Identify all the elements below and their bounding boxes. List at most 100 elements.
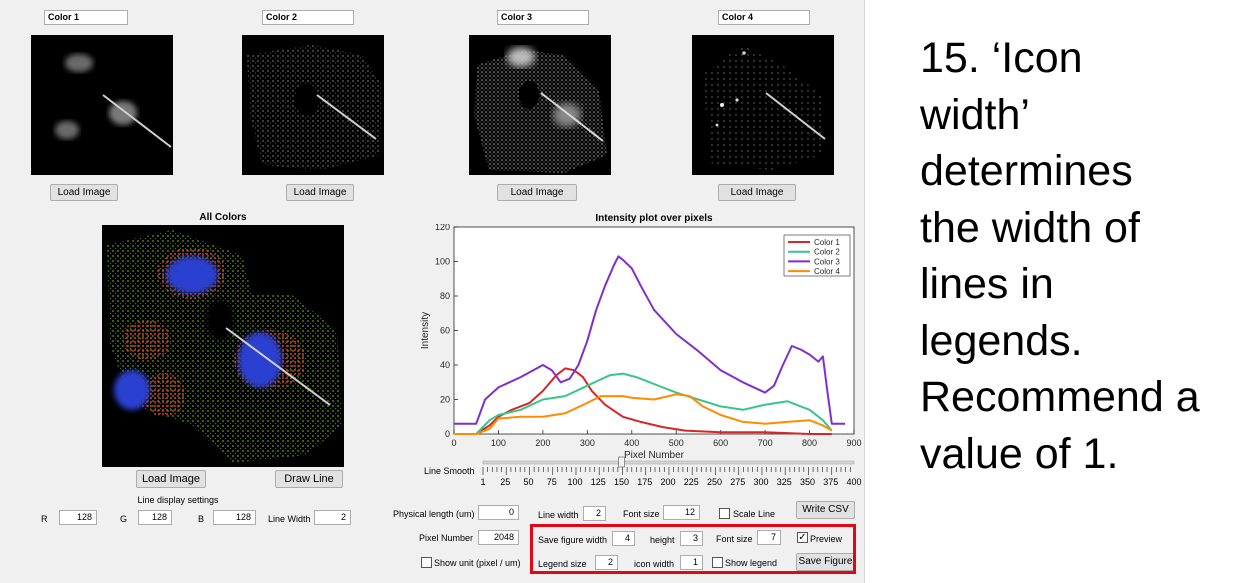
save-height-label: height: [650, 535, 675, 545]
y-tick-label: 120: [435, 224, 450, 232]
x-tick-label: 200: [535, 438, 550, 448]
color1-image: [31, 35, 173, 175]
instruction-line: determines: [920, 147, 1133, 195]
b-label: B: [198, 514, 205, 524]
plot-font-size-label: Font size: [623, 509, 660, 519]
app-window: Color 1 Color 2 Color 3 Color 4: [0, 0, 865, 583]
slider-tick-label: 275: [730, 477, 745, 487]
line-width-input[interactable]: 2: [314, 510, 351, 525]
y-tick-label: 100: [435, 257, 450, 267]
series-line-color-3: [454, 255, 846, 425]
preview-label: Preview: [810, 534, 843, 544]
slider-thumb[interactable]: [618, 456, 625, 468]
write-csv-button[interactable]: Write CSV: [796, 501, 855, 519]
scale-line-label: Scale Line: [733, 509, 776, 519]
slider-tick-label: 150: [614, 477, 629, 487]
x-tick-label: 300: [580, 438, 595, 448]
composite-image: [102, 225, 344, 467]
physical-length-label: Physical length (um): [393, 509, 475, 519]
legend-font-size-label: Font size: [716, 534, 753, 544]
color4-load-button[interactable]: Load Image: [718, 184, 796, 201]
x-tick-label: 900: [846, 438, 861, 448]
show-legend-checkbox[interactable]: [712, 557, 723, 568]
physical-length-input[interactable]: 0: [478, 505, 519, 520]
preview-checkbox[interactable]: ✓: [797, 532, 808, 543]
y-tick-label: 40: [440, 360, 450, 370]
y-tick-label: 60: [440, 326, 450, 336]
slider-tick-label: 200: [661, 477, 676, 487]
x-tick-label: 0: [451, 438, 456, 448]
slider-tick-label: 100: [568, 477, 583, 487]
x-tick-label: 500: [669, 438, 684, 448]
legend-entry: Color 4: [814, 267, 840, 276]
line-smooth-label: Line Smooth: [424, 466, 475, 476]
color1-name-field[interactable]: Color 1: [44, 10, 128, 25]
series-line-color-2: [454, 372, 833, 435]
legend-entry: Color 1: [814, 238, 840, 247]
pixel-number-input[interactable]: 2048: [478, 530, 519, 545]
instruction-line: width’: [920, 90, 1030, 139]
instruction-line: the width of: [920, 203, 1140, 252]
slider-tick-label: 325: [777, 477, 792, 487]
legend-size-input[interactable]: 2: [595, 555, 618, 570]
icon-width-input[interactable]: 1: [680, 555, 703, 570]
x-tick-label: 800: [802, 438, 817, 448]
highlight-box: [530, 524, 856, 574]
composite-load-button[interactable]: Load Image: [136, 470, 206, 488]
line-width-label: Line Width: [268, 514, 311, 524]
plot-line-width-input[interactable]: 2: [583, 506, 606, 521]
color2-load-button[interactable]: Load Image: [286, 184, 354, 201]
legend-font-size-input[interactable]: 7: [757, 530, 781, 545]
slider-tick-label: 400: [846, 477, 861, 487]
color3-image: [469, 35, 611, 175]
r-input[interactable]: 128: [59, 510, 97, 525]
x-tick-label: 700: [758, 438, 773, 448]
pixel-number-label: Pixel Number: [419, 533, 474, 543]
y-axis-label: Intensity: [420, 312, 431, 349]
color3-load-button[interactable]: Load Image: [497, 184, 577, 201]
slider-tick-label: 50: [524, 477, 534, 487]
color4-name-field[interactable]: Color 4: [718, 10, 810, 25]
instruction-text: 15. ‘Icon width’ determines the width of…: [920, 30, 1246, 482]
b-input[interactable]: 128: [213, 510, 256, 525]
scale-line-checkbox[interactable]: [719, 508, 730, 519]
slider-tick-label: 225: [684, 477, 699, 487]
plot-font-size-input[interactable]: 12: [663, 505, 700, 520]
icon-width-label: icon width: [634, 559, 675, 569]
legend-entry: Color 3: [814, 257, 840, 266]
x-tick-label: 600: [713, 438, 728, 448]
plot-title: Intensity plot over pixels: [595, 213, 713, 224]
color1-load-button[interactable]: Load Image: [50, 184, 118, 201]
slider-tick-label: 1: [480, 477, 485, 487]
y-tick-label: 80: [440, 291, 450, 301]
instruction-line: Recommend a: [920, 373, 1200, 421]
x-tick-label: 400: [624, 438, 639, 448]
legend-size-label: Legend size: [538, 559, 587, 569]
instruction-line: lines in: [920, 260, 1054, 308]
save-figure-width-input[interactable]: 4: [612, 531, 635, 546]
g-label: G: [120, 514, 128, 524]
show-unit-label: Show unit (pixel / um): [434, 558, 521, 568]
save-height-input[interactable]: 3: [680, 531, 703, 546]
color2-image: [242, 35, 384, 175]
instruction-line: legends.: [920, 316, 1083, 365]
slider-tick-label: 350: [800, 477, 815, 487]
series-line-color-4: [454, 393, 833, 435]
show-legend-label: Show legend: [725, 558, 778, 568]
g-input[interactable]: 128: [138, 510, 172, 525]
color4-image: [692, 35, 834, 175]
instruction-line: 15. ‘Icon: [920, 34, 1083, 82]
intensity-plot: 0 100 200 300 400 500 600 700 800 900 0 20 40 60 80 100…: [420, 224, 862, 461]
line-smooth-slider[interactable]: 1 25 50 75 100 125 150 175 200 225 250 275 300 325 350…: [478, 456, 862, 492]
color3-name-field[interactable]: Color 3: [497, 10, 589, 25]
draw-line-button[interactable]: Draw Line: [275, 470, 343, 488]
line-display-settings-title: Line display settings: [137, 495, 219, 505]
instruction-line: value of 1.: [920, 429, 1119, 478]
color2-name-field[interactable]: Color 2: [262, 10, 354, 25]
slider-tick-label: 75: [547, 477, 557, 487]
slider-tick-label: 25: [500, 477, 510, 487]
y-tick-label: 20: [440, 395, 450, 405]
composite-title: All Colors: [199, 212, 247, 223]
plot-line-width-label: Line width: [538, 510, 579, 520]
show-unit-checkbox[interactable]: [421, 557, 432, 568]
